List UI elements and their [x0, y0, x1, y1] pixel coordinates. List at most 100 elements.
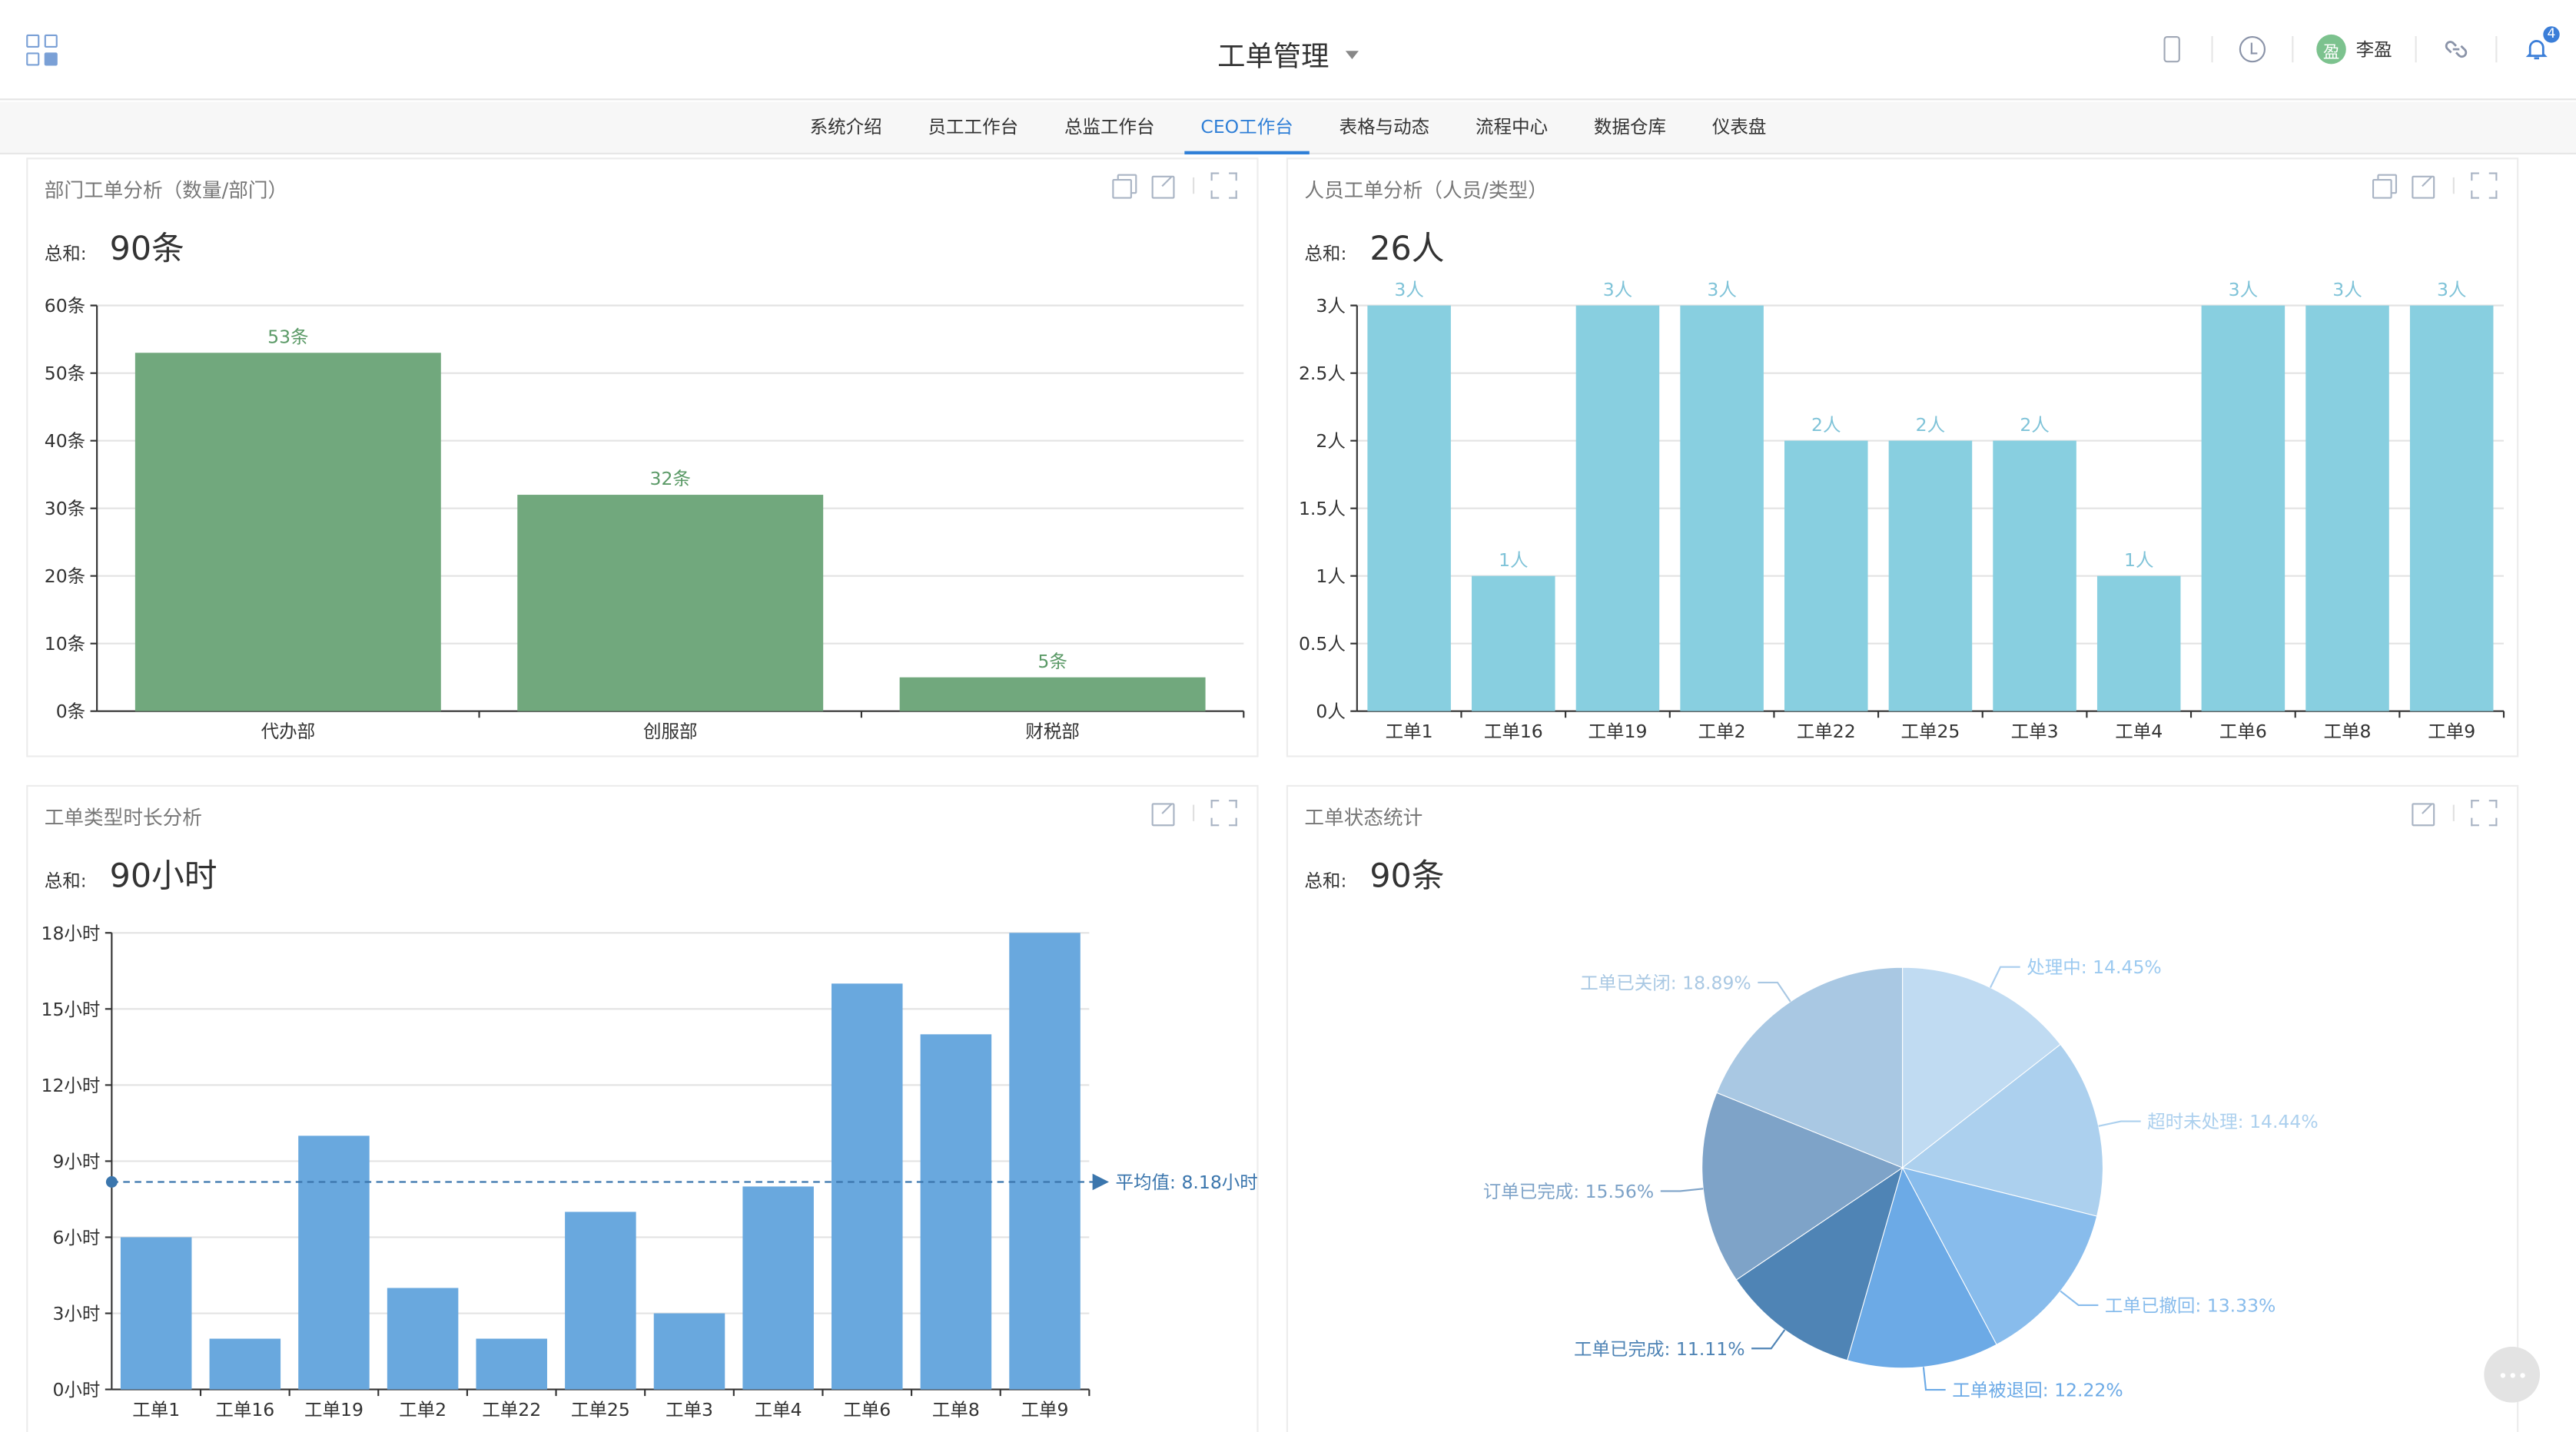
x-tick-label: 工单25 [1900, 721, 1960, 742]
panel-title: 部门工单分析（数量/部门） [44, 179, 288, 202]
fullscreen-icon[interactable] [2471, 800, 2498, 827]
bar [298, 1135, 370, 1390]
y-tick-label: 12小时 [41, 1075, 100, 1096]
total-label: 总和: [1304, 870, 1347, 892]
bar [2201, 305, 2286, 711]
total-value: 90小时 [109, 855, 217, 896]
y-tick-label: 20条 [45, 565, 85, 587]
bar [1367, 305, 1451, 711]
x-tick-label: 财税部 [1025, 721, 1080, 742]
bar [899, 677, 1206, 711]
y-tick-label: 0.5人 [1299, 633, 1346, 655]
data-label: 3人 [1603, 279, 1632, 300]
total-label: 总和: [44, 243, 87, 265]
panel-toolbar [2358, 172, 2498, 199]
average-label: 平均值: 8.18小时 [1116, 1172, 1258, 1193]
x-tick-label: 工单4 [2115, 721, 2163, 742]
panel-toolbar [1137, 800, 1237, 827]
pie-leader-line [1758, 981, 1791, 1003]
pie-leader-line [1989, 966, 2020, 989]
avatar: 盈 [2316, 34, 2346, 65]
data-label: 32条 [650, 468, 691, 489]
tab-process-center[interactable]: 流程中心 [1476, 116, 1549, 138]
open-external-icon[interactable] [2410, 172, 2436, 199]
bar [565, 1212, 636, 1390]
pie-slice [1901, 1167, 2098, 1345]
fullscreen-icon[interactable] [1210, 800, 1237, 827]
panel-toolbar [2397, 800, 2498, 827]
mobile-icon[interactable] [2156, 33, 2189, 66]
y-tick-label: 1人 [1316, 565, 1345, 587]
y-tick-label: 10条 [45, 633, 85, 655]
total-value: 26人 [1369, 228, 1445, 268]
y-tick-label: 60条 [45, 295, 85, 317]
data-label: 3人 [1394, 279, 1423, 300]
open-external-icon[interactable] [1150, 172, 1176, 199]
download-icon[interactable] [1110, 172, 1137, 199]
download-icon[interactable] [2371, 172, 2398, 199]
panel-toolbar [1097, 172, 1237, 199]
y-tick-label: 40条 [45, 430, 85, 452]
app-title-text: 工单管理 [1217, 41, 1329, 75]
fullscreen-icon[interactable] [1210, 172, 1237, 199]
x-tick-label: 工单9 [2428, 721, 2475, 742]
data-label: 3人 [1707, 279, 1736, 300]
app-title[interactable]: 工单管理 [0, 33, 2576, 74]
total-summary: 总和: 26人 [1304, 222, 1444, 270]
bar [2409, 305, 2494, 711]
pie-label: 工单已关闭: 18.89% [1580, 972, 1751, 993]
panel-status-stats: 工单状态统计 总和: 90条 处理中: 14.45% 超时未处理: 14.44% 工… [1286, 784, 2519, 1432]
tab-employee-workbench[interactable]: 员工工作台 [928, 116, 1019, 138]
tab-ceo-workbench[interactable]: CEO工作台 [1177, 102, 1316, 154]
chevron-down-icon[interactable] [1345, 50, 1359, 58]
y-tick-label: 2人 [1316, 430, 1345, 452]
x-tick-label: 工单2 [399, 1399, 446, 1420]
x-tick-label: 工单3 [2011, 721, 2059, 742]
total-summary: 总和: 90条 [1304, 849, 1444, 897]
pie-slice [1735, 1166, 1904, 1361]
link-icon[interactable] [2440, 33, 2473, 66]
y-tick-label: 9小时 [52, 1151, 100, 1172]
x-tick-label: 工单1 [132, 1399, 180, 1420]
open-external-icon[interactable] [1150, 800, 1176, 827]
user-menu[interactable]: 盈 李盈 [2316, 33, 2392, 66]
more-actions-button[interactable] [2484, 1346, 2541, 1403]
total-label: 总和: [44, 870, 87, 892]
x-tick-label: 工单8 [2324, 721, 2372, 742]
tab-data-warehouse[interactable]: 数据仓库 [1593, 116, 1667, 138]
tab-dashboard[interactable]: 仪表盘 [1711, 116, 1767, 138]
pie-label: 订单已完成: 15.56% [1483, 1181, 1654, 1202]
fullscreen-icon[interactable] [2471, 172, 2498, 199]
bar [920, 1034, 992, 1390]
bar [1680, 305, 1764, 711]
total-label: 总和: [1304, 243, 1347, 265]
open-external-icon[interactable] [2410, 800, 2436, 827]
panel-dept-analysis: 部门工单分析（数量/部门） 总和: 90条 0条 10条 20条 30条 40条 50条 6… [26, 157, 1259, 757]
y-tick-label: 6小时 [52, 1227, 100, 1248]
status-pie-chart: 处理中: 14.45% 超时未处理: 14.44% 工单已撤回: 13.33% 工单被… [1483, 956, 2319, 1401]
pie-leader-line [1922, 1367, 1946, 1391]
user-name: 李盈 [2355, 39, 2392, 61]
bar [476, 1338, 547, 1390]
x-tick-label: 工单6 [843, 1399, 891, 1420]
tab-director-workbench[interactable]: 总监工作台 [1064, 116, 1155, 138]
x-tick-label: 工单4 [755, 1399, 802, 1420]
pie-leader-line [2098, 1120, 2141, 1127]
bar [1784, 440, 1868, 711]
tab-intro[interactable]: 系统介绍 [809, 116, 882, 138]
apps-grid-icon[interactable] [26, 34, 59, 68]
bell-icon[interactable]: 4 [2520, 26, 2560, 66]
average-arrow [1092, 1173, 1110, 1191]
bar [742, 1186, 814, 1390]
top-bar: 工单管理 盈 李盈 4 [0, 0, 2576, 101]
panel-person-analysis: 人员工单分析（人员/类型） 总和: 26人 0人 0.5人 1人 1.5人 2人 2.5人… [1286, 157, 2519, 757]
x-tick-label: 工单9 [1021, 1399, 1069, 1420]
clock-icon[interactable] [2236, 33, 2269, 66]
panel-duration-analysis: 工单类型时长分析 总和: 90小时 0小时 3小时 6小时 9小时 12小时 15小时 18… [26, 784, 1259, 1432]
x-tick-label: 工单2 [1698, 721, 1746, 742]
tab-tables-activity[interactable]: 表格与动态 [1339, 116, 1430, 138]
y-tick-label: 3小时 [52, 1303, 100, 1324]
x-tick-label: 工单22 [1797, 721, 1856, 742]
